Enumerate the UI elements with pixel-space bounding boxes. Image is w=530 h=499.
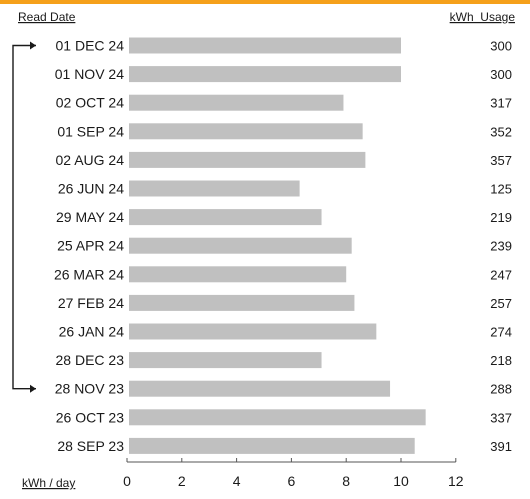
bracket-arrow-top	[30, 41, 36, 50]
x-tick-label: 2	[178, 473, 186, 489]
date-label: 28 DEC 23	[56, 352, 125, 368]
bar	[129, 409, 426, 426]
bar-row: 25 APR 24 239	[57, 237, 512, 254]
date-label: 29 MAY 24	[56, 209, 124, 225]
date-label: 26 JAN 24	[59, 324, 125, 340]
x-tick-label: 0	[123, 473, 131, 489]
usage-value: 352	[490, 124, 512, 139]
bracket-arrow-bottom	[30, 384, 36, 393]
x-tick-label: 10	[393, 473, 409, 489]
date-label: 01 NOV 24	[55, 66, 124, 82]
usage-value: 337	[490, 410, 512, 425]
bar-row: 27 FEB 24 257	[58, 294, 512, 311]
bar-row: 28 DEC 23 218	[56, 352, 512, 369]
bar-row: 01 SEP 24 352	[57, 123, 512, 140]
bar-row: 02 OCT 24 317	[56, 94, 512, 111]
bar	[129, 94, 344, 111]
date-label: 01 DEC 24	[56, 38, 125, 54]
bar-row: 01 NOV 24 300	[55, 66, 512, 83]
x-tick-label: 4	[233, 473, 241, 489]
usage-value: 125	[490, 182, 512, 197]
usage-value: 218	[490, 353, 512, 368]
bar-row: 26 MAR 24 247	[54, 266, 512, 283]
bar	[129, 180, 300, 197]
usage-value: 300	[490, 39, 512, 54]
usage-value: 274	[490, 325, 512, 340]
date-label: 01 SEP 24	[57, 123, 124, 139]
comparison-bracket	[12, 41, 36, 393]
bar-row: 26 OCT 23 337	[56, 409, 512, 426]
date-label: 02 OCT 24	[56, 95, 124, 111]
bar	[129, 237, 352, 254]
bar	[129, 352, 322, 369]
usage-value: 288	[490, 382, 512, 397]
usage-value: 239	[490, 239, 512, 254]
bar-row: 02 AUG 24 357	[56, 151, 512, 168]
usage-value: 219	[490, 210, 512, 225]
date-label: 28 SEP 23	[57, 438, 124, 454]
x-tick-label: 8	[342, 473, 350, 489]
bar	[129, 123, 363, 140]
usage-value: 247	[490, 267, 512, 282]
bar	[129, 66, 401, 83]
usage-value: 357	[490, 153, 512, 168]
kwh-usage-header: kWh Usage	[450, 10, 516, 24]
bar	[129, 151, 366, 168]
usage-value: 391	[490, 439, 512, 454]
bar-row: 01 DEC 24 300	[56, 37, 512, 54]
usage-value: 257	[490, 296, 512, 311]
bar	[129, 209, 322, 226]
x-axis: 0 2 4 6 8 10 12	[123, 458, 464, 489]
usage-value: 317	[490, 96, 512, 111]
date-label: 26 MAR 24	[54, 266, 124, 282]
bar	[129, 37, 401, 54]
top-accent-bar	[0, 0, 530, 4]
bar-rows: 01 DEC 24 300 01 NOV 24 300 02 OCT 24 317 01 S…	[54, 37, 512, 454]
bracket-line	[12, 44, 36, 390]
kwh-per-day-axis-label: kWh / day	[22, 476, 75, 490]
bar-row: 26 JAN 24 274	[59, 323, 512, 340]
bar	[129, 266, 347, 283]
date-label: 26 OCT 23	[56, 409, 124, 425]
bar	[129, 294, 355, 311]
bar	[129, 323, 377, 340]
bar	[129, 437, 415, 454]
usage-value: 300	[490, 67, 512, 82]
x-tick-label: 6	[288, 473, 296, 489]
date-label: 02 AUG 24	[56, 152, 125, 168]
date-label: 28 NOV 23	[55, 381, 124, 397]
date-label: 27 FEB 24	[58, 295, 124, 311]
read-date-header: Read Date	[18, 10, 76, 24]
bar-row: 28 SEP 23 391	[57, 437, 512, 454]
bar	[129, 380, 391, 397]
bar-row: 26 JUN 24 125	[58, 180, 512, 197]
bar-row: 28 NOV 23 288	[55, 380, 512, 397]
x-tick-label: 12	[448, 473, 464, 489]
date-label: 26 JUN 24	[58, 181, 124, 197]
date-label: 25 APR 24	[57, 238, 124, 254]
bar-row: 29 MAY 24 219	[56, 209, 512, 226]
